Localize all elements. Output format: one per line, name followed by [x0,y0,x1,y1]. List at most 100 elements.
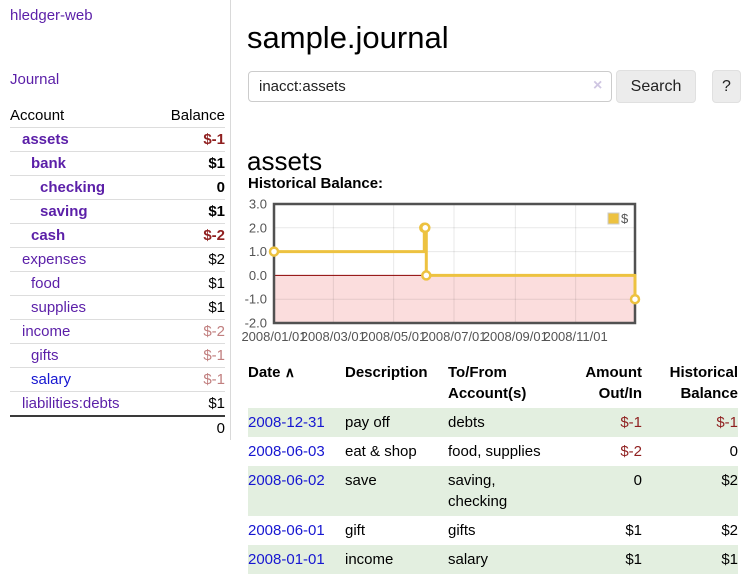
accounts-table-header: Account Balance [10,103,225,127]
account-balance: $2 [208,251,225,268]
account-balance: $1 [208,275,225,292]
transaction-amount: 0 [573,470,642,512]
account-balance: $1 [208,395,225,412]
transaction-balance: 0 [642,441,738,462]
y-axis-tick-label: -1.0 [245,292,267,307]
sidebar-account-link[interactable]: expenses [10,251,86,268]
register-table-header: Date ∧ Description To/From Account(s) Am… [248,362,738,404]
account-row: income $-2 [10,319,225,343]
transaction-balance: $2 [642,470,738,512]
transaction-description: pay off [345,412,448,433]
account-balance: 0 [217,179,225,196]
transaction-accounts: food, supplies [448,441,573,462]
x-axis-tick-label: 2008/07/01 [421,329,486,344]
transaction-description: gift [345,520,448,541]
account-row: saving $1 [10,199,225,223]
account-balance: $-1 [203,371,225,388]
account-column-header: Account [10,107,64,124]
hledger-web-page: hledger-web Journal Account Balance asse… [0,0,742,582]
sidebar-account-link[interactable]: gifts [10,347,59,364]
sidebar-account-link[interactable]: bank [10,155,66,172]
sidebar-account-link[interactable]: liabilities:debts [10,395,120,412]
x-axis-tick-label: 2008/11/01 [544,329,608,344]
balance-column-header: Balance [171,107,225,124]
x-axis-tick-label: 2008/05/01 [361,329,426,344]
transaction-accounts: salary [448,549,573,570]
accounts-total-value: 0 [217,420,225,437]
register-row: 2008-06-03 eat & shopfood, supplies$-20 [248,437,738,466]
chart-data-marker [270,248,278,256]
register-row: 2008-12-31pay offdebts$-1$-1 [248,408,738,437]
x-axis-tick-label: 2008/01/01 [241,329,306,344]
y-axis-tick-label: 0.0 [249,268,267,283]
transaction-accounts: saving,checking [448,470,573,512]
balance-column-header: Historical Balance [642,362,738,404]
transaction-amount: $-1 [573,412,642,433]
account-row: bank $1 [10,151,225,175]
account-balance: $-1 [203,131,225,148]
sidebar-item-journal[interactable]: Journal [10,71,59,88]
description-column-header: Description [345,362,448,404]
transaction-description: save [345,470,448,512]
amount-column-header: Amount Out/In [573,362,642,404]
chart-data-marker [631,295,639,303]
register-table: Date ∧ Description To/From Account(s) Am… [248,362,738,574]
sidebar-divider [230,0,231,440]
account-balance: $-2 [203,227,225,244]
register-row: 2008-06-01 giftgifts$1$2 [248,516,738,545]
x-axis-tick-label: 2008/09/01 [483,329,548,344]
transaction-accounts: debts [448,412,573,433]
account-balance: $-1 [203,347,225,364]
clear-search-icon[interactable]: × [593,77,602,95]
legend-label: $ [621,211,629,226]
account-balance: $1 [208,203,225,220]
help-button[interactable]: ? [712,70,741,103]
y-axis-tick-label: 1.0 [249,244,267,259]
accounts-total-row: 0 [10,415,225,439]
x-axis-tick-label: 2008/03/01 [301,329,366,344]
y-axis-tick-label: 3.0 [249,197,267,212]
account-row: supplies $1 [10,295,225,319]
account-row: checking 0 [10,175,225,199]
register-row: 2008-06-02 savesaving,checking0$2 [248,466,738,516]
account-row: cash $-2 [10,223,225,247]
transaction-amount: $-2 [573,441,642,462]
chart-data-marker [422,271,430,279]
transaction-date-link[interactable]: 2008-12-31 [248,414,325,431]
transaction-date-link[interactable]: 2008-01-01 [248,551,325,568]
account-row: expenses $2 [10,247,225,271]
accounts-column-header: To/From Account(s) [448,362,573,404]
transaction-balance: $1 [642,549,738,570]
sidebar-account-link[interactable]: checking [10,179,105,196]
transaction-balance: $2 [642,520,738,541]
account-balance: $-2 [203,323,225,340]
app-title-link[interactable]: hledger-web [10,7,93,24]
account-row: liabilities:debts $1 [10,391,225,415]
legend-color-swatch [608,213,619,224]
register-row: 2008-01-01incomesalary$1$1 [248,545,738,574]
transaction-date-link[interactable]: 2008-06-03 [248,443,325,460]
account-balance: $1 [208,299,225,316]
account-balance: $1 [208,155,225,172]
transaction-accounts: gifts [448,520,573,541]
account-row: gifts $-1 [10,343,225,367]
sidebar-account-link[interactable]: cash [10,227,65,244]
sidebar-account-link[interactable]: salary [10,371,71,388]
historical-balance-chart[interactable]: 3.02.01.00.0-1.0-2.02008/01/012008/03/01… [238,192,742,348]
search-button[interactable]: Search [616,70,696,103]
account-heading: assets [247,144,322,178]
transaction-balance: $-1 [642,412,738,433]
sidebar-account-link[interactable]: supplies [10,299,86,316]
page-title: sample.journal [247,18,449,58]
transaction-date-link[interactable]: 2008-06-02 [248,472,325,489]
date-column-header[interactable]: Date ∧ [248,362,345,404]
transaction-description: eat & shop [345,441,448,462]
account-row: salary $-1 [10,367,225,391]
transaction-date-link[interactable]: 2008-06-01 [248,522,325,539]
sidebar-account-link[interactable]: income [10,323,70,340]
transaction-amount: $1 [573,520,642,541]
sidebar-account-link[interactable]: assets [10,131,69,148]
sidebar-account-link[interactable]: saving [10,203,88,220]
search-input[interactable] [248,71,612,102]
sidebar-account-link[interactable]: food [10,275,60,292]
